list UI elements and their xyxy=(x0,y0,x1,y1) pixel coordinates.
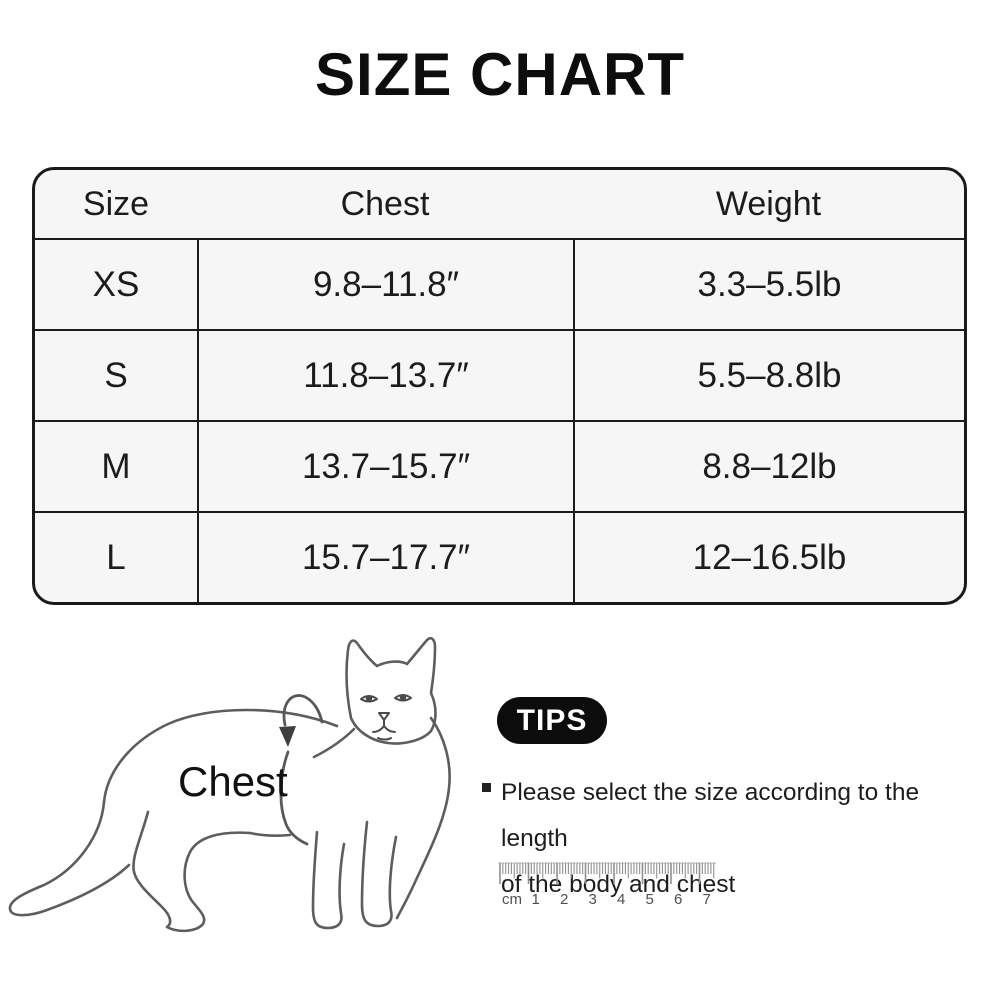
weight-value: 3.3–5.5lb xyxy=(573,240,964,329)
chest-band xyxy=(279,694,324,846)
chest-value: 13.7–15.7″ xyxy=(197,422,573,511)
chest-value: 11.8–13.7″ xyxy=(197,331,573,420)
tip-text: Please select the size according to the … xyxy=(501,770,986,908)
cat-outline xyxy=(8,636,451,933)
ruler-ticks xyxy=(499,863,715,884)
arrow-down-icon xyxy=(279,726,296,747)
cat-measurement-diagram: Chest xyxy=(0,622,480,990)
svg-text:4: 4 xyxy=(617,891,625,908)
column-header-size: Size xyxy=(82,184,150,223)
weight-value: 5.5–8.8lb xyxy=(573,331,964,420)
ruler-graphic: cm 1 2 3 4 5 6 7 xyxy=(498,862,716,908)
chest-value: 9.8–11.8″ xyxy=(197,240,573,329)
size-value: XS xyxy=(92,264,140,304)
svg-text:7: 7 xyxy=(703,891,711,908)
bullet-square-icon xyxy=(482,783,491,792)
cat-face xyxy=(360,694,412,741)
chest-value: 15.7–17.7″ xyxy=(197,513,573,602)
ruler-unit-label: cm xyxy=(502,891,522,908)
tips-badge: TIPS xyxy=(497,697,607,744)
weight-value: 8.8–12lb xyxy=(573,422,964,511)
tip-text-line2: of the body and chest xyxy=(501,871,736,898)
weight-value: 12–16.5lb xyxy=(573,513,964,602)
table-row: XS 9.8–11.8″ 3.3–5.5lb xyxy=(35,238,964,329)
page-title: SIZE CHART xyxy=(315,41,685,108)
size-value: M xyxy=(101,446,131,486)
tips-badge-label: TIPS xyxy=(516,703,588,737)
svg-text:2: 2 xyxy=(560,891,568,908)
ruler-numbers: 1 2 3 4 5 6 7 xyxy=(532,891,711,908)
svg-text:5: 5 xyxy=(646,891,654,908)
size-table: Size Chest Weight XS 9.8–11.8″ 3.3–5.5lb… xyxy=(32,167,967,605)
cat-line-drawing: Chest xyxy=(8,636,451,933)
chest-label: Chest xyxy=(178,758,288,805)
size-value: S xyxy=(104,355,128,395)
svg-text:1: 1 xyxy=(532,891,540,908)
tip-text-line1: Please select the size according to the … xyxy=(501,779,920,852)
table-row: M 13.7–15.7″ 8.8–12lb xyxy=(35,420,964,511)
svg-text:6: 6 xyxy=(674,891,682,908)
table-row: S 11.8–13.7″ 5.5–8.8lb xyxy=(35,329,964,420)
column-header-weight: Weight xyxy=(715,184,822,223)
table-row: L 15.7–17.7″ 12–16.5lb xyxy=(35,511,964,602)
svg-text:3: 3 xyxy=(589,891,597,908)
table-header-row: Size Chest Weight xyxy=(35,170,964,238)
size-value: L xyxy=(106,537,126,577)
column-header-chest: Chest xyxy=(340,184,430,223)
